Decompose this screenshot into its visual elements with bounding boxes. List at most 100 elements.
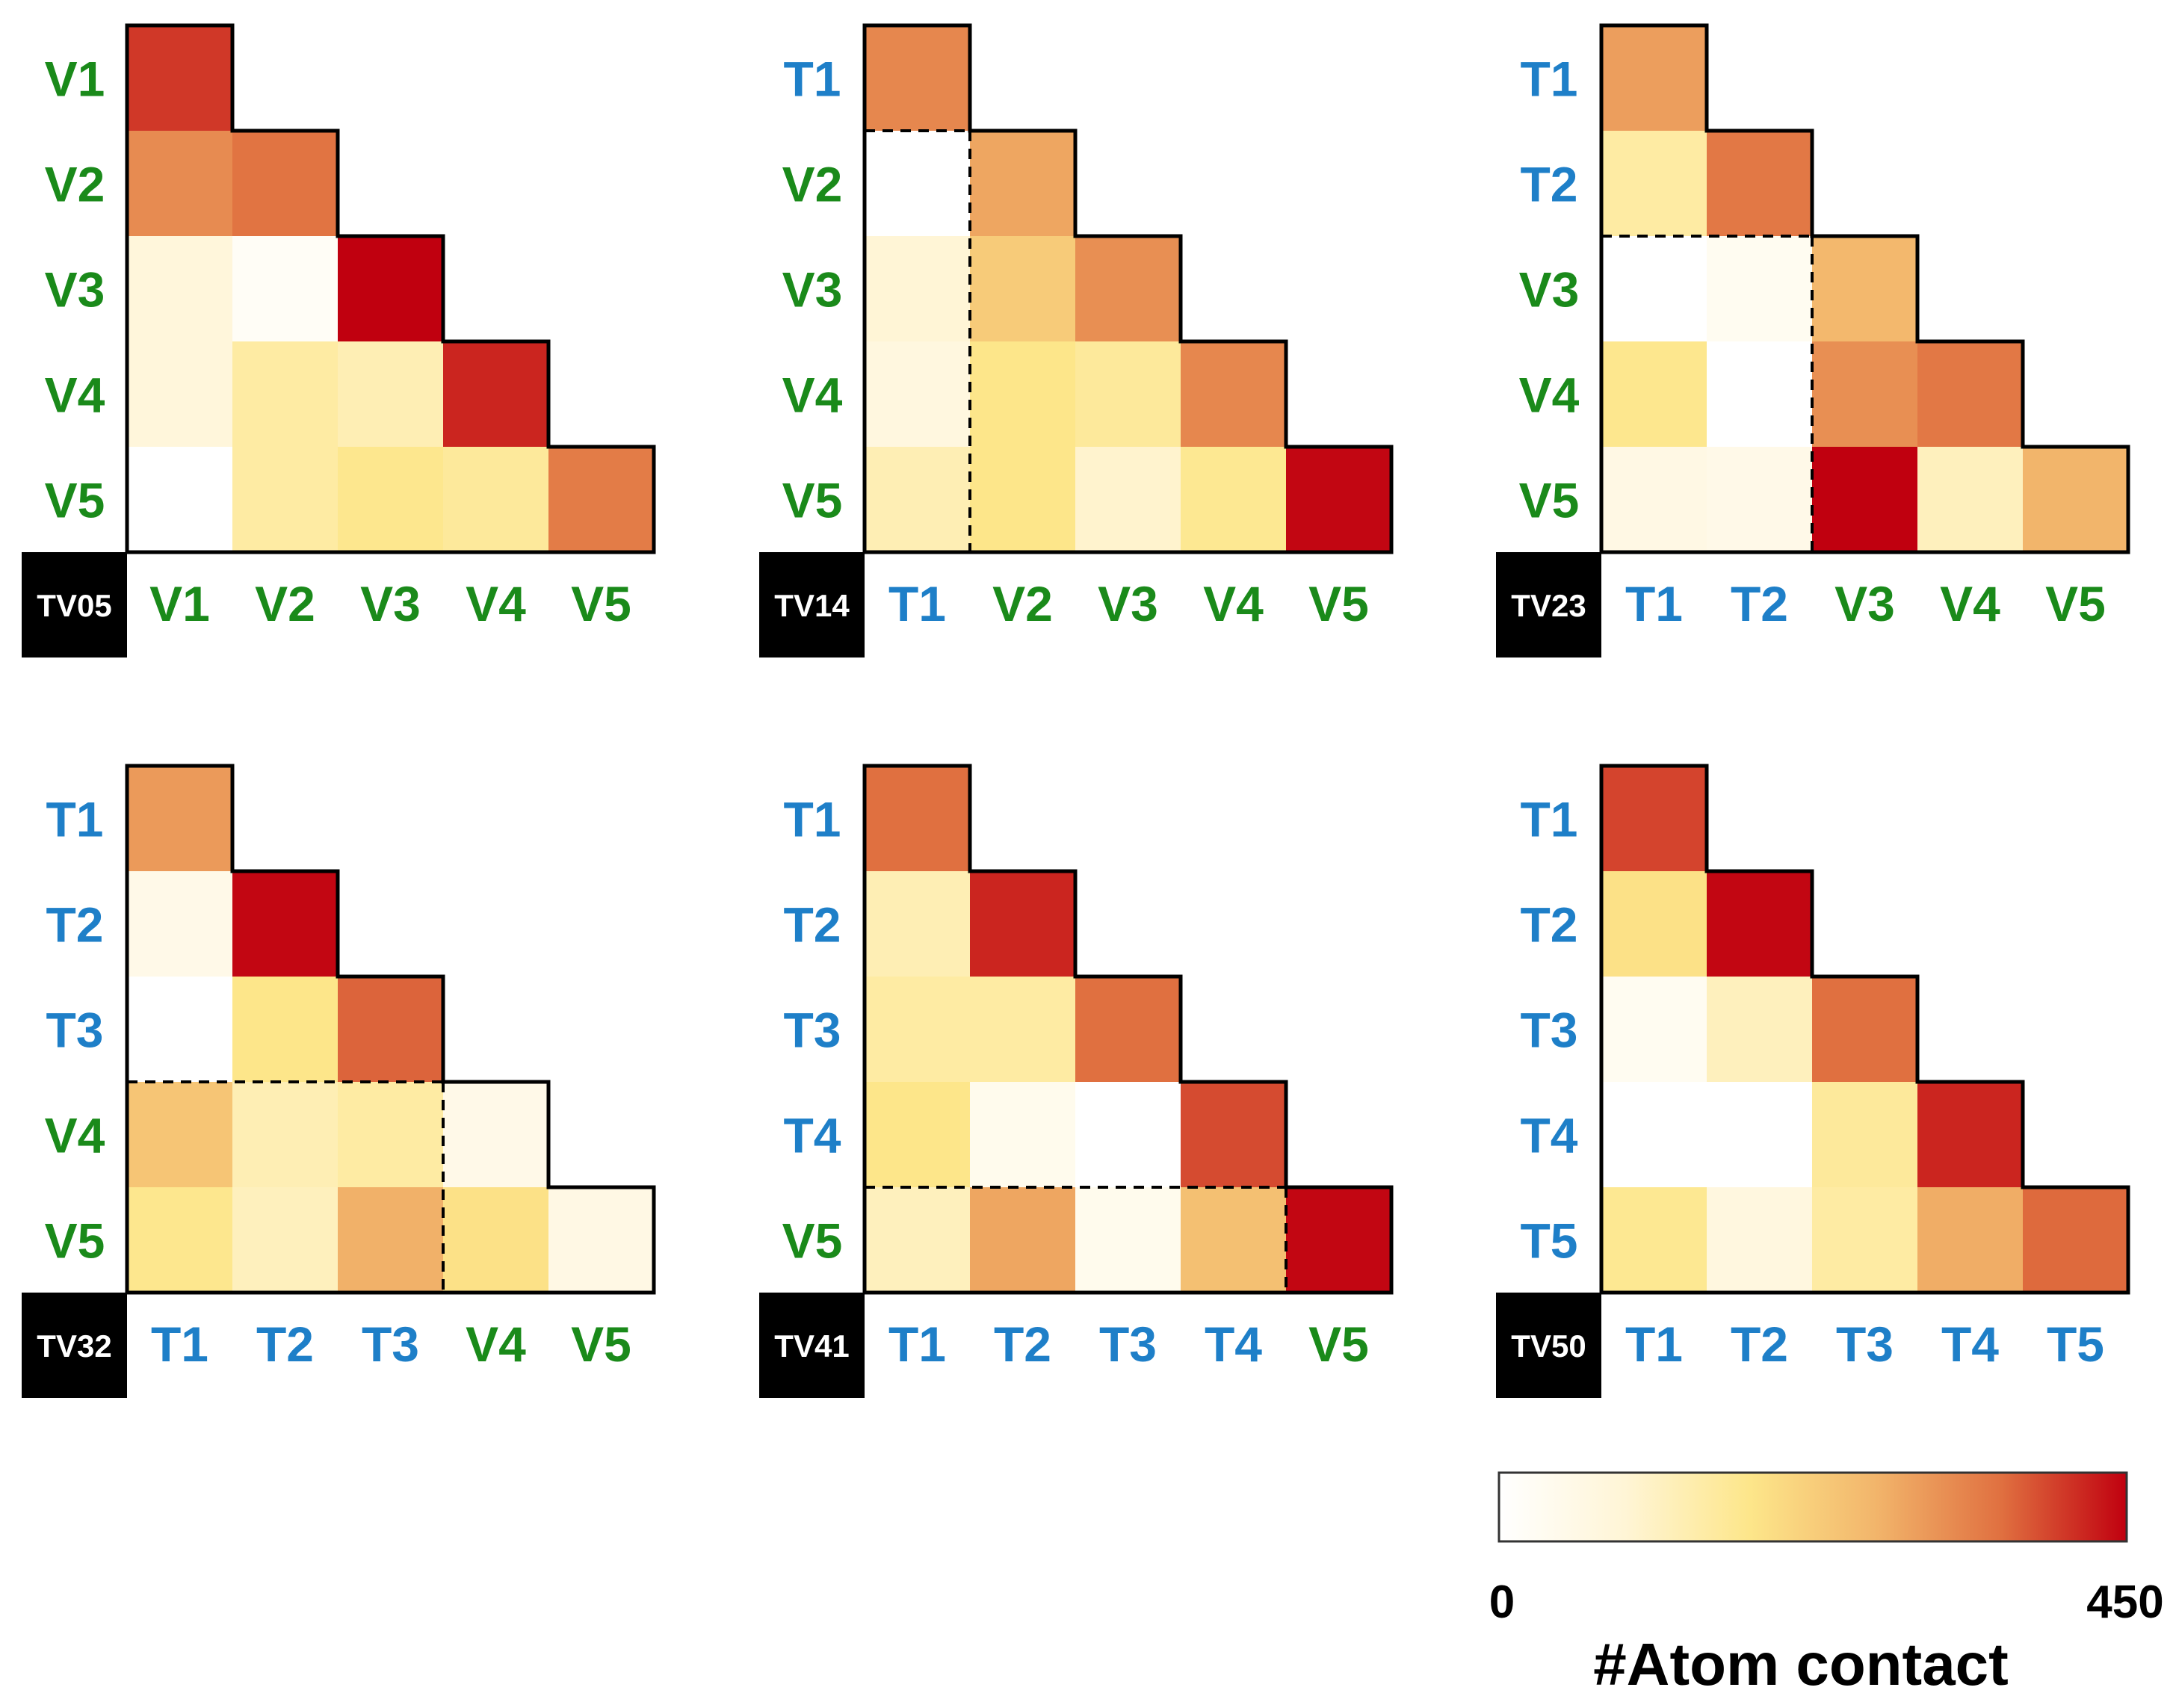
heatmap-cell <box>1286 1187 1392 1293</box>
column-label: T3 <box>1836 1316 1894 1372</box>
column-label: T1 <box>151 1316 208 1372</box>
triangle-outline <box>1599 23 2130 554</box>
row-label: V4 <box>1519 368 1580 423</box>
heatmap-cell <box>2023 447 2129 553</box>
heatmap-cell <box>1601 1082 1707 1188</box>
heatmap-cell <box>1812 1187 1918 1293</box>
column-label: V5 <box>1308 576 1369 631</box>
heatmap-cell <box>970 236 1076 342</box>
heatmap-cell <box>443 1082 549 1188</box>
heatmap-cell <box>1707 871 1813 977</box>
heatmap-cell <box>443 447 549 553</box>
heatmap-cell <box>970 977 1076 1083</box>
panel-title-badge <box>22 552 127 657</box>
heatmap-cell <box>1601 341 1707 448</box>
heatmap-cell <box>970 447 1076 553</box>
heatmap-cell <box>1707 236 1813 342</box>
heatmap-cell <box>548 1187 655 1293</box>
heatmap-cell <box>1707 131 1813 237</box>
colorbar-legend: 0 450 #Atom contact <box>1489 1471 2164 1698</box>
heatmap-cell <box>127 236 233 342</box>
heatmap-cell <box>865 447 971 553</box>
column-label: T2 <box>1731 1316 1788 1372</box>
heatmap-cell <box>1075 977 1181 1083</box>
heatmap-cell <box>1601 766 1707 872</box>
heatmap-cell <box>127 871 233 977</box>
panel-title-badge <box>1496 552 1601 657</box>
row-label: V2 <box>45 157 105 212</box>
heatmap-cell <box>970 1187 1076 1293</box>
column-label: T5 <box>2047 1316 2104 1372</box>
row-label: V2 <box>782 157 843 212</box>
column-label: V4 <box>1203 576 1264 631</box>
heatmap-cell <box>2023 1187 2129 1293</box>
row-label: T1 <box>783 792 841 847</box>
row-label: V4 <box>782 368 843 423</box>
heatmap-cell <box>232 341 339 448</box>
row-label: T3 <box>783 1003 841 1058</box>
row-label: T3 <box>46 1003 103 1058</box>
row-label: V5 <box>45 1213 105 1269</box>
heatmap-cell <box>443 341 549 448</box>
heatmap-cell <box>1707 1187 1813 1293</box>
row-label: V3 <box>782 262 843 318</box>
heatmap-cell <box>1181 1187 1287 1293</box>
heatmap-cell <box>1707 341 1813 448</box>
heatmap-panel-tv23: T1 T2 V3 V4 V5 T1 T2 V3 V4 V5 TV23 <box>1496 23 2130 657</box>
heatmap-cell <box>1601 1187 1707 1293</box>
column-label: V3 <box>1834 576 1895 631</box>
heatmap-cell <box>865 341 971 448</box>
heatmap-cell <box>1707 977 1813 1083</box>
heatmap-cell <box>865 131 971 237</box>
heatmap-cell <box>1601 131 1707 237</box>
row-label: V4 <box>45 1108 105 1163</box>
row-label: V5 <box>45 473 105 528</box>
colorbar-max-label: 450 <box>2086 1577 2163 1628</box>
heatmap-cell <box>232 1187 339 1293</box>
heatmap-cell <box>127 447 233 553</box>
heatmap-cell <box>338 447 444 553</box>
heatmap-cell <box>1601 871 1707 977</box>
heatmap-cell <box>232 871 339 977</box>
heatmap-cell <box>1917 341 2024 448</box>
column-label: T1 <box>888 1316 946 1372</box>
heatmap-panel-tv14: T1 V2 V3 V4 V5 T1 V2 V3 V4 V5 TV14 <box>759 23 1394 657</box>
heatmap-cell <box>548 447 655 553</box>
heatmap-cell <box>1707 447 1813 553</box>
column-label: T1 <box>1625 1316 1683 1372</box>
column-label: V2 <box>255 576 315 631</box>
heatmap-cell <box>1601 977 1707 1083</box>
column-label: T3 <box>362 1316 419 1372</box>
row-label: V1 <box>45 52 105 107</box>
heatmap-cell <box>127 977 233 1083</box>
row-label: V5 <box>782 473 843 528</box>
heatmap-cell <box>865 1187 971 1293</box>
row-label: T4 <box>783 1108 841 1163</box>
heatmap-cell <box>865 1082 971 1188</box>
heatmap-cell <box>127 341 233 448</box>
heatmap-cell <box>338 977 444 1083</box>
heatmap-cell <box>232 1082 339 1188</box>
panel-title-badge <box>22 1293 127 1398</box>
row-label: T2 <box>1520 157 1577 212</box>
heatmap-panel-tv05: V1 V2 V3 V4 V5 V1 V2 V3 V4 V5 TV05 <box>22 23 656 657</box>
column-label: V2 <box>992 576 1053 631</box>
heatmap-cell <box>1075 341 1181 448</box>
heatmap-cell <box>232 236 339 342</box>
row-label: T1 <box>1520 52 1577 107</box>
heatmap-cell <box>1917 1187 2024 1293</box>
heatmap-cell <box>1181 341 1287 448</box>
heatmap-cell <box>865 25 971 131</box>
heatmap-cell <box>338 236 444 342</box>
row-label: T1 <box>46 792 103 847</box>
heatmap-cell <box>865 871 971 977</box>
row-label: T1 <box>1520 792 1577 847</box>
heatmap-cell <box>338 341 444 448</box>
heatmap-cell <box>1286 447 1392 553</box>
panel-title: TV05 <box>37 588 111 623</box>
row-label: V5 <box>782 1213 843 1269</box>
heatmap-cell <box>865 766 971 872</box>
heatmap-cell <box>970 871 1076 977</box>
triangle-outline <box>1599 764 2130 1295</box>
